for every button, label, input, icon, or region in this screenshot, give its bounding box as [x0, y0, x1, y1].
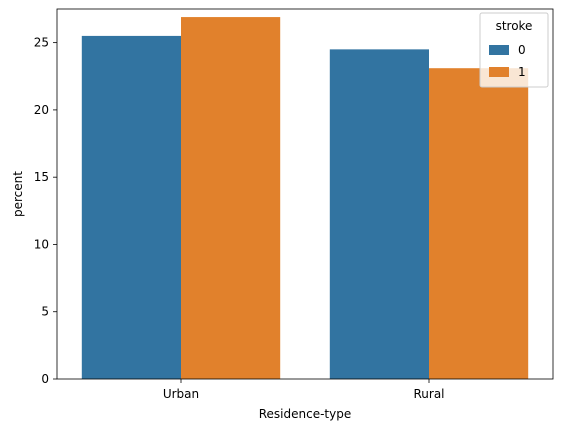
bar-rural-stroke-0	[329, 49, 429, 379]
y-tick-label: 25	[34, 36, 49, 50]
legend-swatch-stroke-1	[489, 67, 509, 77]
y-tick-label: 10	[34, 237, 49, 251]
x-tick-label-rural: Rural	[413, 387, 444, 401]
bars-layer	[81, 17, 529, 380]
y-tick-label: 15	[34, 170, 49, 184]
legend-label-stroke-1: 1	[518, 65, 526, 79]
bar-urban-stroke-0	[81, 35, 181, 380]
y-tick-label: 0	[41, 372, 49, 386]
y-axis-title: percent	[11, 171, 25, 217]
x-tick-label-urban: Urban	[163, 387, 199, 401]
legend-swatch-stroke-0	[489, 45, 509, 55]
bar-rural-stroke-1	[429, 68, 529, 379]
plot-frame	[56, 8, 554, 380]
legend-items: 01	[489, 43, 526, 79]
legend-label-stroke-0: 0	[518, 43, 526, 57]
y-tick-label: 5	[41, 305, 49, 319]
legend: stroke 01	[479, 12, 549, 88]
bar-urban-stroke-1	[181, 17, 281, 380]
y-tick-label: 20	[34, 103, 49, 117]
x-axis-title: Residence-type	[259, 407, 352, 421]
legend-title: stroke	[496, 19, 533, 33]
